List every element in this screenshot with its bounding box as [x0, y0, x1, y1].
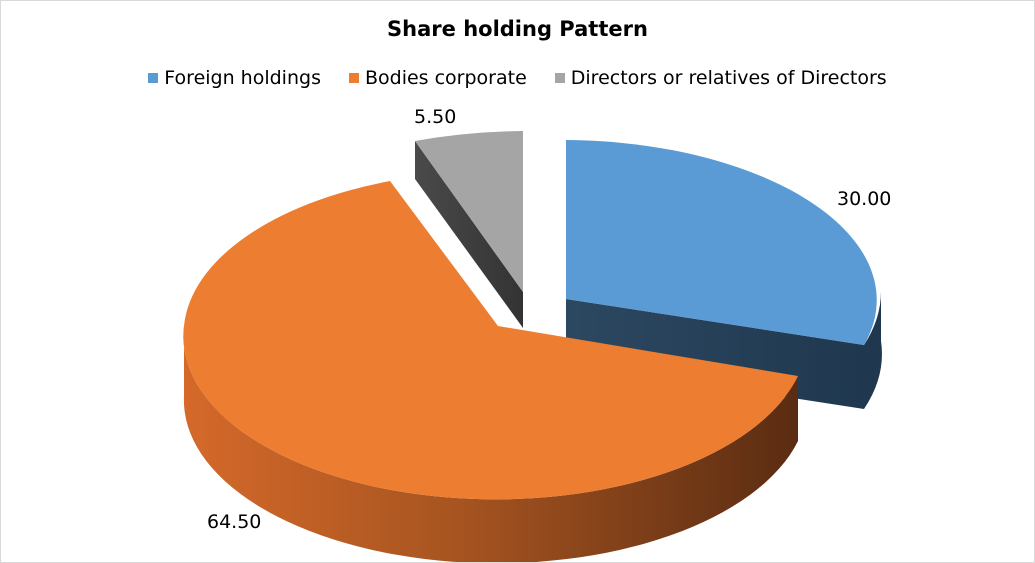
slice-bodies-corporate-top	[183, 181, 798, 500]
legend-label-foreign-holdings: Foreign holdings	[164, 67, 321, 89]
legend-label-directors: Directors or relatives of Directors	[570, 67, 887, 89]
chart-title: Share holding Pattern	[387, 17, 648, 41]
slice-foreign-holdings-rim	[864, 291, 882, 409]
legend-label-bodies-corporate: Bodies corporate	[364, 67, 527, 89]
data-label-directors: 5.50	[414, 106, 457, 128]
legend-item-bodies-corporate: Bodies corporate	[348, 67, 527, 89]
legend-swatch-directors	[554, 73, 565, 83]
slice-directors-top	[415, 131, 523, 292]
slice-foreign-holdings-top	[566, 140, 877, 345]
slice-bodies-corporate	[183, 181, 798, 562]
data-label-foreign-holdings: 30.00	[837, 188, 892, 210]
legend-swatch-bodies-corporate	[348, 73, 359, 83]
data-label-bodies-corporate: 64.50	[207, 511, 262, 533]
legend-swatch-foreign-holdings	[148, 73, 159, 83]
slice-directors-side	[415, 141, 523, 328]
legend: Foreign holdings Bodies corporate Direct…	[1, 67, 1034, 89]
slice-bodies-corporate-side	[183, 326, 798, 562]
legend-item-directors: Directors or relatives of Directors	[554, 67, 887, 89]
slice-directors	[415, 131, 523, 328]
legend-item-foreign-holdings: Foreign holdings	[148, 67, 321, 89]
